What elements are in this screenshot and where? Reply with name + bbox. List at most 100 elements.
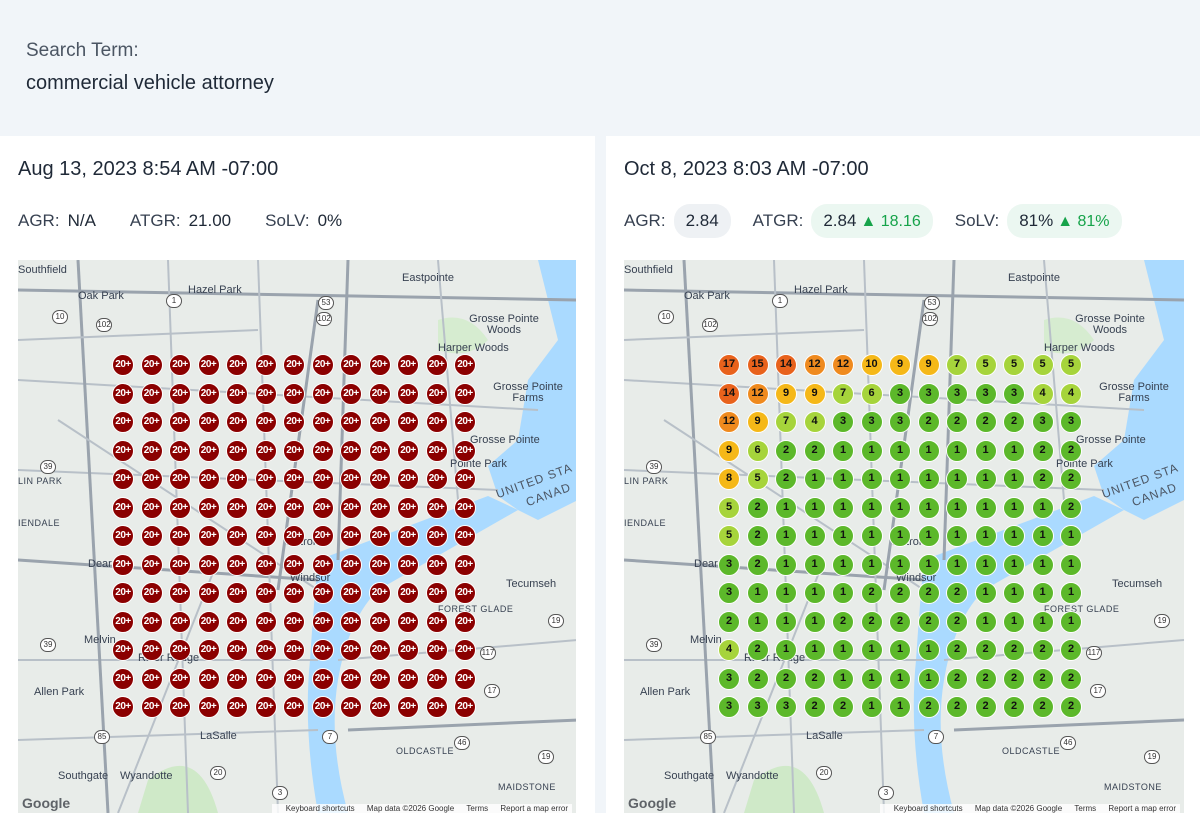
rank-dot[interactable]: 2: [832, 696, 854, 718]
rank-dot[interactable]: 20+: [283, 354, 305, 376]
rank-dot[interactable]: 2: [746, 639, 769, 661]
rank-dot[interactable]: 2: [946, 411, 968, 433]
rank-dot[interactable]: 20+: [197, 496, 220, 519]
rank-dot[interactable]: 20+: [340, 439, 362, 462]
map-view[interactable]: Southfield Oak Park Hazel Park Eastpointe Gr…: [624, 260, 1184, 813]
rank-dot[interactable]: 20+: [112, 382, 134, 405]
rank-dot[interactable]: 20+: [454, 610, 476, 633]
rank-dot[interactable]: 20+: [140, 525, 163, 547]
rank-dot[interactable]: 2: [974, 411, 997, 433]
rank-dot[interactable]: 20+: [311, 639, 334, 661]
rank-dot[interactable]: 1: [917, 496, 940, 519]
rank-dot[interactable]: 5: [1003, 354, 1025, 376]
rank-dot[interactable]: 20+: [197, 411, 220, 433]
rank-dot[interactable]: 20+: [283, 610, 305, 633]
rank-dot[interactable]: 20+: [368, 382, 391, 405]
rank-dot[interactable]: 8: [718, 468, 740, 490]
rank-dot[interactable]: 1: [889, 525, 911, 547]
map-view[interactable]: Southfield Oak Park Hazel Park Eastpointe Gr…: [18, 260, 576, 813]
rank-dot[interactable]: 1: [803, 468, 826, 490]
rank-dot[interactable]: 1: [974, 468, 997, 490]
rank-dot[interactable]: 2: [746, 496, 769, 519]
rank-dot[interactable]: 2: [860, 582, 883, 604]
rank-dot[interactable]: 20+: [169, 525, 191, 547]
rank-dot[interactable]: 20+: [340, 525, 362, 547]
rank-dot[interactable]: 2: [1060, 639, 1082, 661]
rank-dot[interactable]: 5: [1031, 354, 1054, 376]
rank-dot[interactable]: 1: [1031, 610, 1054, 633]
rank-dot[interactable]: 3: [746, 696, 769, 718]
rank-dot[interactable]: 20+: [397, 639, 419, 661]
rank-dot[interactable]: 10: [860, 354, 883, 376]
rank-dot[interactable]: 20+: [425, 525, 448, 547]
rank-dot[interactable]: 1: [974, 582, 997, 604]
rank-dot[interactable]: 20+: [311, 667, 334, 690]
rank-dot[interactable]: 20+: [425, 468, 448, 490]
rank-dot[interactable]: 20+: [397, 439, 419, 462]
rank-dot[interactable]: 20+: [368, 354, 391, 376]
rank-dot[interactable]: 20+: [425, 382, 448, 405]
rank-dot[interactable]: 3: [718, 667, 740, 690]
rank-dot[interactable]: 2: [1031, 468, 1054, 490]
rank-dot[interactable]: 2: [775, 439, 797, 462]
rank-dot[interactable]: 2: [775, 667, 797, 690]
rank-dot[interactable]: 1: [889, 696, 911, 718]
rank-dot[interactable]: 20+: [425, 553, 448, 576]
rank-dot[interactable]: 20+: [368, 468, 391, 490]
rank-dot[interactable]: 1: [775, 610, 797, 633]
rank-dot[interactable]: 2: [746, 667, 769, 690]
rank-dot[interactable]: 2: [1060, 468, 1082, 490]
rank-dot[interactable]: 3: [718, 696, 740, 718]
rank-dot[interactable]: 3: [889, 411, 911, 433]
rank-dot[interactable]: 1: [860, 553, 883, 576]
rank-dot[interactable]: 1: [832, 639, 854, 661]
rank-dot[interactable]: 20+: [169, 639, 191, 661]
rank-dot[interactable]: 1: [803, 525, 826, 547]
rank-dot[interactable]: 2: [917, 582, 940, 604]
rank-dot[interactable]: 20+: [368, 610, 391, 633]
rank-dot[interactable]: 20+: [140, 496, 163, 519]
rank-dot[interactable]: 20+: [397, 525, 419, 547]
rank-dot[interactable]: 1: [1060, 610, 1082, 633]
keyboard-shortcuts-link[interactable]: Keyboard shortcuts: [893, 804, 963, 813]
rank-dot[interactable]: 20+: [169, 553, 191, 576]
rank-dot[interactable]: 9: [718, 439, 740, 462]
rank-dot[interactable]: 2: [1003, 639, 1025, 661]
rank-dot[interactable]: 20+: [226, 525, 248, 547]
rank-dot[interactable]: 2: [803, 667, 826, 690]
rank-dot[interactable]: 1: [889, 439, 911, 462]
rank-dot[interactable]: 2: [1003, 696, 1025, 718]
rank-dot[interactable]: 1: [832, 439, 854, 462]
rank-dot[interactable]: 20+: [254, 582, 277, 604]
rank-dot[interactable]: 20+: [283, 382, 305, 405]
rank-dot[interactable]: 20+: [112, 354, 134, 376]
rank-dot[interactable]: 1: [860, 496, 883, 519]
rank-dot[interactable]: 20+: [112, 639, 134, 661]
rank-dot[interactable]: 20+: [340, 639, 362, 661]
rank-dot[interactable]: 9: [803, 382, 826, 405]
rank-dot[interactable]: 20+: [254, 439, 277, 462]
rank-dot[interactable]: 2: [946, 582, 968, 604]
rank-dot[interactable]: 20+: [254, 553, 277, 576]
rank-dot[interactable]: 1: [860, 525, 883, 547]
rank-dot[interactable]: 7: [775, 411, 797, 433]
rank-dot[interactable]: 1: [946, 553, 968, 576]
rank-dot[interactable]: 9: [917, 354, 940, 376]
rank-dot[interactable]: 20+: [254, 354, 277, 376]
rank-dot[interactable]: 20+: [169, 411, 191, 433]
rank-dot[interactable]: 1: [889, 667, 911, 690]
rank-dot[interactable]: 7: [946, 354, 968, 376]
rank-dot[interactable]: 20+: [340, 496, 362, 519]
rank-dot[interactable]: 3: [775, 696, 797, 718]
rank-dot[interactable]: 20+: [226, 639, 248, 661]
rank-dot[interactable]: 9: [889, 354, 911, 376]
rank-dot[interactable]: 20+: [140, 468, 163, 490]
rank-dot[interactable]: 20+: [340, 582, 362, 604]
rank-dot[interactable]: 20+: [197, 553, 220, 576]
rank-dot[interactable]: 20+: [254, 411, 277, 433]
rank-dot[interactable]: 20+: [169, 439, 191, 462]
rank-dot[interactable]: 20+: [425, 496, 448, 519]
rank-dot[interactable]: 20+: [311, 439, 334, 462]
rank-dot[interactable]: 1: [1003, 582, 1025, 604]
rank-dot[interactable]: 20+: [254, 696, 277, 718]
